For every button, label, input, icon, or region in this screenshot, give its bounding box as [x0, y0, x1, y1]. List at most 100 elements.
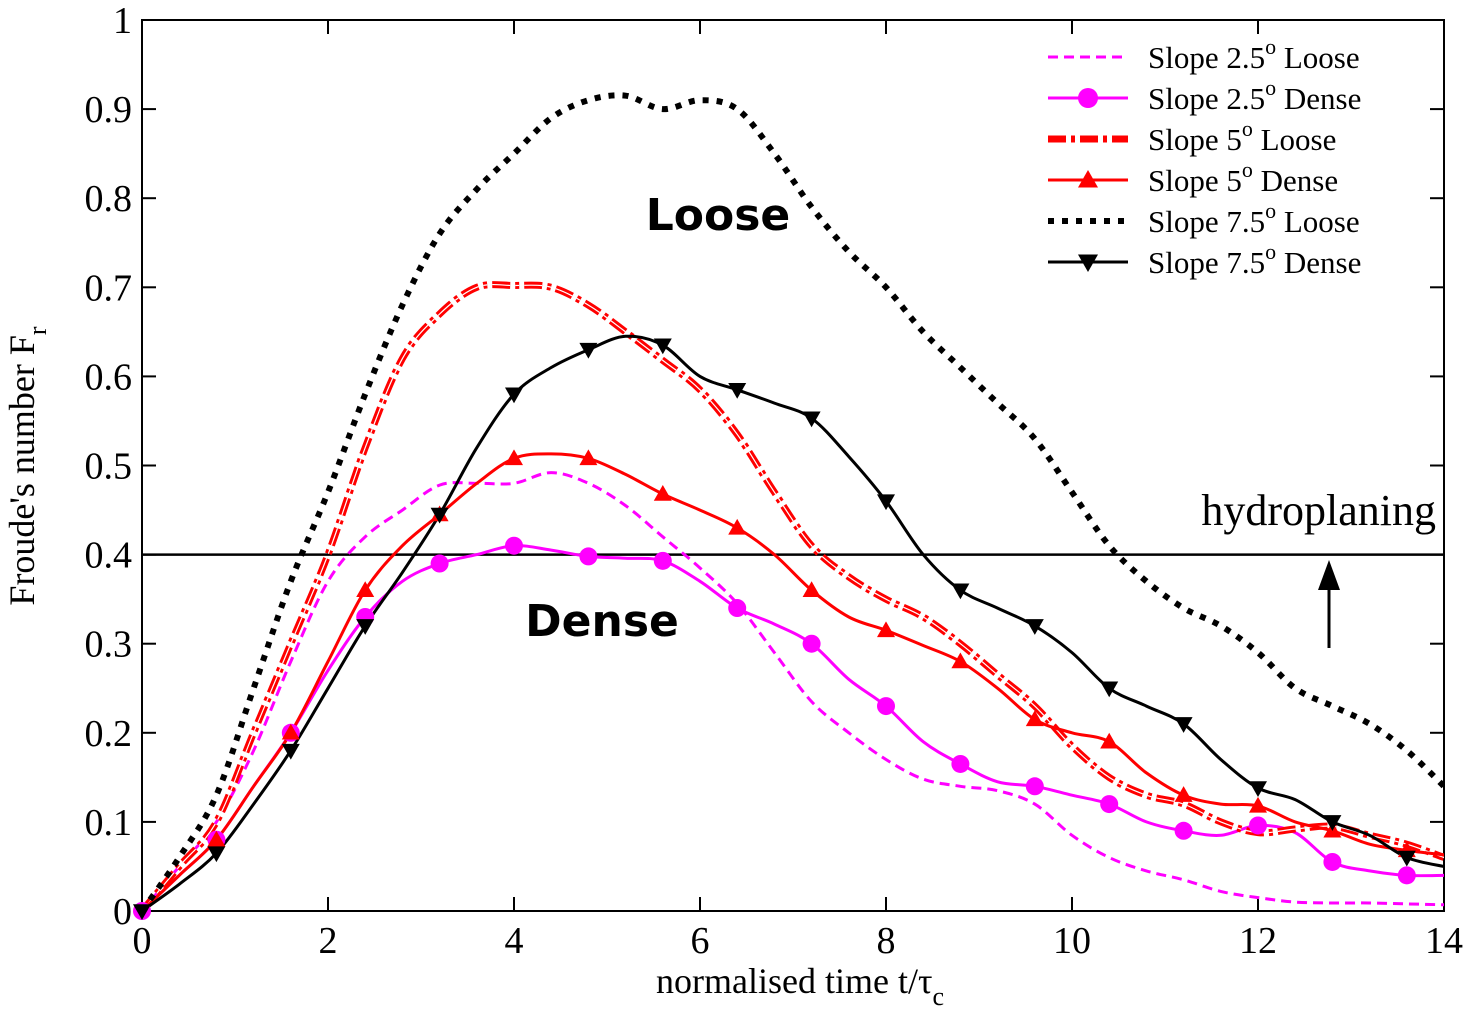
- data-point-slope-7-5-dense: [728, 383, 747, 399]
- data-point-slope-2-5-dense: [951, 754, 970, 773]
- x-tick-label: 8: [877, 920, 896, 962]
- data-point-slope-7-5-dense: [653, 338, 672, 355]
- data-point-slope-5-dense: [207, 830, 226, 847]
- data-point-slope-5-dense: [281, 723, 300, 740]
- legend-label-degree: o: [1265, 75, 1276, 100]
- y-tick-label: 0.1: [85, 802, 133, 844]
- data-point-slope-5-dense: [802, 581, 821, 597]
- data-point-slope-5-dense: [1249, 796, 1267, 813]
- series-line-slope-7-5-loose: [142, 92, 1444, 911]
- data-point-slope-2-5-dense: [505, 536, 523, 555]
- data-point-slope-7-5-dense: [1100, 681, 1119, 698]
- data-point-slope-2-5-dense: [653, 551, 672, 570]
- data-point-slope-5-dense: [653, 485, 672, 501]
- y-axis-label-subscript: r: [23, 326, 52, 335]
- plot-area: [141, 19, 1445, 912]
- data-point-slope-7-5-dense: [802, 411, 821, 428]
- data-point-slope-2-5-dense: [1174, 821, 1193, 840]
- data-point-slope-7-5-dense: [1323, 815, 1342, 831]
- y-tick-label: 0: [113, 891, 132, 933]
- data-point-slope-2-5-dense: [579, 547, 598, 566]
- legend-label-degree: o: [1242, 116, 1253, 141]
- y-tick-label: 0.6: [85, 356, 133, 398]
- y-tick-label: 0.3: [85, 624, 133, 666]
- hydroplaning-arrow-icon: [1318, 560, 1340, 648]
- y-tick-label: 0.4: [85, 535, 133, 577]
- series-line-slope-2-5-dense: [142, 544, 1444, 911]
- legend-label-degree: o: [1265, 34, 1276, 59]
- series-line-slope-2-5-loose: [142, 471, 1444, 911]
- data-point-slope-5-dense: [1025, 710, 1044, 727]
- data-point-slope-5-dense: [951, 652, 970, 669]
- data-point-slope-7-5-dense: [133, 904, 151, 920]
- legend-label-prefix: Slope 2.5: [1148, 40, 1265, 75]
- x-tick-label: 2: [319, 920, 338, 962]
- y-tick-label: 0.7: [85, 267, 133, 309]
- data-point-slope-2-5-dense: [1100, 795, 1119, 814]
- data-point-slope-7-5-dense: [1397, 850, 1416, 867]
- legend-label-prefix: Slope 5: [1148, 163, 1242, 198]
- data-point-slope-5-dense: [728, 518, 747, 535]
- series-line-highlight-slope-5-loose: [142, 284, 1444, 911]
- data-point-slope-5-dense: [579, 449, 598, 466]
- x-tick-label: 10: [1053, 920, 1091, 962]
- y-tick-label: 0.9: [85, 89, 133, 131]
- y-tick-label: 1: [113, 0, 132, 42]
- y-tick-label: 0.2: [85, 713, 133, 755]
- series-line-slope-7-5-dense: [142, 334, 1444, 911]
- legend-label-slope-7-5-dense: Slope 7.5o Dense: [1148, 239, 1361, 280]
- data-point-slope-7-5-dense: [1025, 619, 1044, 635]
- x-tick-label: 0: [133, 920, 152, 962]
- data-point-slope-2-5-dense: [802, 634, 821, 653]
- legend-label-suffix: Loose: [1253, 122, 1337, 157]
- data-point-slope-7-5-dense: [356, 619, 375, 635]
- data-point-slope-7-5-dense: [207, 846, 226, 863]
- x-tick-label: 14: [1425, 920, 1463, 962]
- annotation-hydroplaning: hydroplaning: [1201, 486, 1436, 535]
- data-point-slope-5-dense: [1174, 786, 1193, 802]
- data-point-slope-2-5-dense: [1397, 866, 1416, 885]
- legend-label-slope-5-loose: Slope 5o Loose: [1148, 116, 1336, 157]
- data-point-slope-7-5-dense: [430, 507, 449, 524]
- legend-label-suffix: Loose: [1276, 40, 1360, 75]
- x-axis-label: normalised time t/τc: [656, 961, 944, 1011]
- x-axis-label-subscript: c: [932, 982, 944, 1011]
- data-point-slope-2-5-dense: [1025, 777, 1044, 796]
- legend-label-slope-2-5-dense: Slope 2.5o Dense: [1148, 75, 1361, 116]
- data-point-slope-2-5-dense: [1323, 852, 1342, 871]
- legend-label-slope-7-5-loose: Slope 7.5o Loose: [1148, 198, 1360, 239]
- x-tick-label: 6: [691, 920, 710, 962]
- legend-marker-slope-5-dense: [1078, 170, 1098, 188]
- x-tick-label: 4: [505, 920, 524, 962]
- y-tick-label: 0.8: [85, 178, 133, 220]
- data-point-slope-7-5-dense: [505, 387, 523, 404]
- data-point-slope-7-5-dense: [281, 743, 300, 760]
- legend-label-suffix: Dense: [1276, 81, 1361, 116]
- data-point-slope-7-5-dense: [951, 583, 970, 600]
- y-axis-label: Froude's number Fr: [2, 326, 52, 605]
- legend-label-degree: o: [1265, 198, 1276, 223]
- legend-label-suffix: Loose: [1276, 204, 1360, 239]
- data-point-slope-7-5-dense: [1174, 717, 1193, 733]
- x-tick-label: 12: [1239, 920, 1277, 962]
- legend-marker-slope-2-5-dense: [1078, 88, 1098, 108]
- data-point-slope-2-5-dense: [1249, 816, 1267, 835]
- data-point-slope-2-5-dense: [877, 697, 895, 716]
- legend-label-suffix: Dense: [1276, 245, 1361, 280]
- data-point-slope-5-dense: [505, 449, 523, 466]
- data-point-slope-7-5-dense: [877, 494, 895, 511]
- legend-label-slope-2-5-loose: Slope 2.5o Loose: [1148, 34, 1360, 75]
- legend-label-degree: o: [1242, 157, 1253, 182]
- annotation-dense: Dense: [525, 596, 679, 647]
- data-point-slope-7-5-dense: [579, 342, 598, 359]
- legend-label-prefix: Slope 7.5: [1148, 204, 1265, 239]
- annotation-loose: Loose: [646, 190, 791, 241]
- legend-label-prefix: Slope 2.5: [1148, 81, 1265, 116]
- legend-label-slope-5-dense: Slope 5o Dense: [1148, 157, 1338, 198]
- legend-label-prefix: Slope 7.5: [1148, 245, 1265, 280]
- series-line-slope-5-dense: [142, 452, 1444, 911]
- legend-label-prefix: Slope 5: [1148, 122, 1242, 157]
- legend-marker-slope-7-5-dense: [1078, 254, 1098, 272]
